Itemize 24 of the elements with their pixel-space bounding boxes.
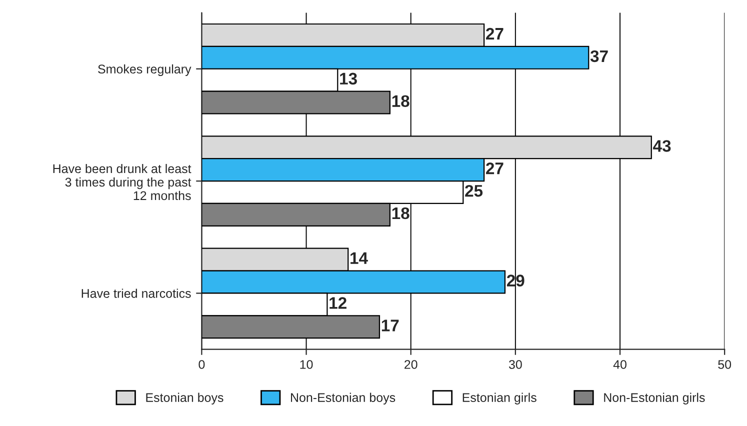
x-tick-label: 30 — [508, 360, 522, 369]
data-label: 18 — [392, 95, 410, 107]
legend-label: Estonian boys — [146, 392, 224, 404]
data-label: 14 — [350, 252, 368, 264]
x-tick-label: 20 — [404, 360, 418, 369]
data-label: 17 — [382, 320, 399, 332]
data-label: 18 — [392, 207, 410, 220]
legend-label: Non-Estonian boys — [291, 392, 396, 404]
y-tick-label: Have been drunk at least 3 times during the past 12 months — [53, 164, 192, 200]
data-label: 37 — [590, 50, 608, 62]
data-label: 27 — [486, 162, 504, 174]
data-label: 27 — [486, 28, 504, 40]
y-tick-label: Smokes regulary — [98, 64, 192, 76]
data-label: 25 — [465, 184, 483, 197]
data-label: 43 — [653, 140, 671, 152]
x-tick-label: 0 — [198, 360, 205, 369]
data-label: 12 — [330, 297, 346, 309]
x-tick-label: 10 — [300, 360, 313, 369]
y-tick-label: Have tried narcotics — [82, 288, 191, 298]
legend-label: Estonian girls — [462, 392, 536, 404]
data-label: 13 — [340, 72, 357, 85]
x-tick-label: 50 — [718, 360, 732, 369]
legend-label: Non-Estonian girls — [604, 392, 705, 404]
x-tick-label: 40 — [613, 360, 626, 369]
